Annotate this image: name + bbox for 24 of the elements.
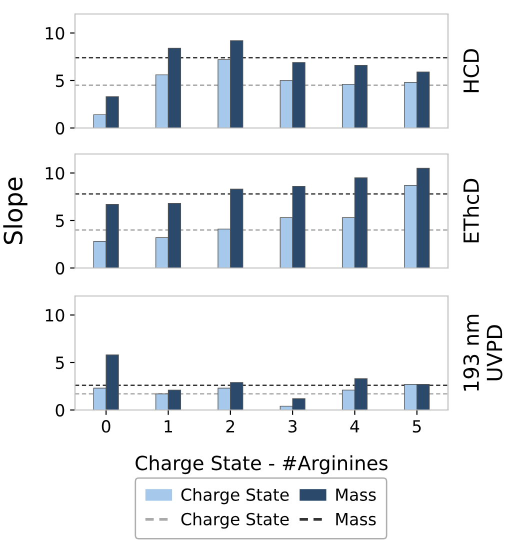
x-tick-label: 3	[288, 420, 297, 433]
y2-axis-title: EThcD	[462, 178, 480, 242]
y-tick-label: 0	[56, 404, 64, 417]
y-tick-label: 10	[46, 166, 64, 180]
x-axis-title: Charge State - #Arginines	[136, 455, 388, 474]
x-tick-label: 1	[164, 420, 172, 432]
y2-axis-title: HCD	[463, 49, 480, 92]
x-tick-label: 5	[412, 420, 421, 433]
y-tick-label: 5	[56, 356, 64, 370]
y-tick-label: 0	[56, 122, 64, 135]
y-tick-label: 10	[46, 308, 64, 322]
legend-label: Charge State	[181, 512, 289, 529]
y-axis-title: Slope	[3, 178, 28, 244]
y-tick-label: 0	[56, 262, 64, 275]
legend-label: Mass	[336, 513, 376, 526]
y2-axis-title: 193 nm UVPD	[463, 314, 502, 391]
x-tick-label: 0	[102, 420, 110, 433]
y-tick-label: 5	[56, 214, 64, 228]
y-tick-label: 10	[46, 26, 64, 40]
legend-label: Charge State	[181, 488, 289, 504]
x-tick-label: 4	[350, 420, 360, 432]
x-tick-label: 2	[226, 420, 234, 432]
legend-label: Mass	[336, 488, 376, 501]
y-tick-label: 5	[56, 74, 64, 88]
